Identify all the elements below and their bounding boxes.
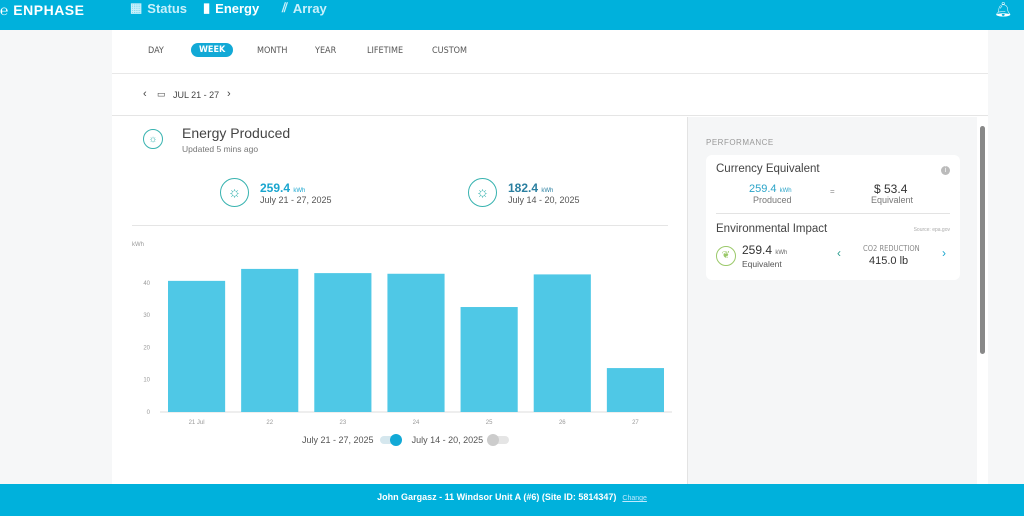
value: 259.4	[742, 243, 773, 257]
energy-bar-chart: kWh 0 10 20 30 40 21 Jul 22 23 24 25 26 27	[132, 242, 672, 426]
performance-panel: PERFORMANCE Currency Equivalent i 259.4 …	[687, 117, 977, 484]
bar-21-Jul	[168, 280, 226, 412]
legend: July 21 - 27, 2025 July 14 - 20, 2025	[302, 434, 510, 446]
tab-lifetime[interactable]: LIFETIME	[367, 46, 404, 56]
x-tick-label: 27	[632, 420, 639, 426]
tab-week[interactable]: WEEK	[191, 43, 234, 57]
scrollbar[interactable]	[980, 126, 985, 354]
legend-current: July 21 - 27, 2025	[302, 435, 374, 445]
chevron-left-icon[interactable]: ‹	[837, 246, 841, 260]
grid-icon: ▦	[130, 0, 143, 15]
sun-icon: ☼	[143, 129, 163, 149]
value: 259.4	[260, 181, 291, 195]
energy-section: ☼ Energy Produced Updated 5 mins ago ☼ 2…	[112, 117, 687, 484]
unit: kWh	[775, 250, 788, 256]
bar-22	[241, 268, 299, 412]
performance-card: Currency Equivalent i 259.4 kWh Produced…	[706, 155, 960, 280]
sun-icon: ☼	[468, 178, 497, 207]
metric-label: CO2 REDUCTION	[863, 244, 920, 253]
env-label: Equivalent	[742, 259, 782, 269]
date-range[interactable]: JUL 21 - 27	[173, 90, 220, 100]
updated-text: Updated 5 mins ago	[182, 144, 259, 154]
y-tick-label: 20	[143, 345, 150, 351]
toggle-previous[interactable]	[487, 434, 510, 446]
footer: John Gargasz - 11 Windsor Unit A (#6) (S…	[0, 484, 1024, 516]
logo-text: ENPHASE	[13, 2, 85, 18]
unit: kWh	[541, 188, 554, 194]
env-kwh: 259.4 kWh	[742, 243, 787, 257]
chevron-right-icon[interactable]: ›	[942, 246, 946, 260]
date-navigator: ‹ ▭ JUL 21 - 27 ›	[112, 74, 988, 116]
chevron-left-icon[interactable]: ‹	[143, 88, 147, 100]
chevron-right-icon[interactable]: ›	[227, 88, 231, 100]
tab-year[interactable]: YEAR	[315, 46, 337, 56]
tab-month[interactable]: MONTH	[257, 46, 288, 56]
calendar-icon[interactable]: ▭	[157, 89, 166, 99]
bar-27	[606, 368, 664, 412]
period-tabs: DAY WEEK MONTH YEAR LIFETIME CUSTOM	[112, 30, 988, 74]
x-tick-label: 24	[413, 420, 420, 426]
nav-energy[interactable]: ▮ Energy	[203, 0, 259, 16]
bell-icon[interactable]: 🔔︎	[994, 1, 1012, 17]
current-energy: 259.4 kWh	[260, 181, 305, 195]
legend-previous: July 14 - 20, 2025	[411, 435, 484, 445]
x-tick-label: 21 Jul	[189, 420, 205, 426]
toggle-current[interactable]	[379, 434, 402, 446]
change-link[interactable]: Change	[622, 495, 647, 502]
bar-chart-icon: ▮	[203, 0, 211, 15]
nav-label: Array	[292, 0, 327, 16]
currency-kwh: 259.4 kWh	[749, 183, 792, 195]
currency-title: Currency Equivalent	[716, 163, 820, 175]
source-text[interactable]: Source: epa.gov	[913, 227, 950, 233]
panels-icon: ⫽	[282, 0, 288, 15]
y-tick-label: 30	[143, 313, 150, 319]
unit: kWh	[779, 188, 792, 194]
performance-heading: PERFORMANCE	[706, 138, 774, 147]
previous-range: July 14 - 20, 2025	[508, 195, 580, 205]
produced-label: Produced	[753, 195, 792, 205]
y-tick-label: 40	[143, 281, 150, 287]
info-icon[interactable]: i	[941, 166, 950, 175]
y-tick-label: 10	[143, 378, 150, 384]
previous-energy: 182.4 kWh	[508, 181, 553, 195]
current-range: July 21 - 27, 2025	[260, 195, 332, 205]
main-panel: DAY WEEK MONTH YEAR LIFETIME CUSTOM ‹ ▭ …	[112, 30, 988, 484]
nav-label: Status	[147, 0, 188, 16]
x-tick-label: 25	[486, 420, 493, 426]
equals-sign: =	[830, 187, 835, 196]
tab-day[interactable]: DAY	[148, 46, 164, 56]
y-axis-label: kWh	[132, 242, 144, 248]
nav-array[interactable]: ⫽ Array	[282, 0, 327, 16]
x-tick-label: 26	[559, 420, 566, 426]
site-info: John Gargasz - 11 Windsor Unit A (#6) (S…	[377, 492, 617, 502]
energy-title: Energy Produced	[182, 125, 291, 141]
money-label: Equivalent	[871, 195, 914, 205]
unit: kWh	[293, 188, 306, 194]
enphase-logo[interactable]: ℮ ENPHASE	[0, 2, 85, 18]
x-tick-label: 23	[340, 420, 347, 426]
env-title: Environmental Impact	[716, 223, 828, 235]
bar-26	[533, 274, 591, 412]
bar-24	[387, 273, 445, 412]
y-tick-label: 0	[147, 410, 151, 416]
nav-label: Energy	[215, 0, 260, 16]
value: 259.4	[749, 183, 777, 195]
bar-23	[314, 273, 372, 412]
tab-custom[interactable]: CUSTOM	[432, 46, 468, 56]
value: 182.4	[508, 181, 539, 195]
nav-status[interactable]: ▦ Status	[130, 0, 187, 16]
leaf-icon: ❦	[716, 246, 736, 266]
bar-25	[460, 307, 518, 412]
divider	[132, 225, 668, 226]
x-tick-label: 22	[266, 420, 273, 426]
metric-value: 415.0 lb	[869, 255, 909, 267]
divider	[716, 213, 950, 214]
money-value: $ 53.4	[874, 182, 908, 196]
sun-icon: ☼	[220, 178, 249, 207]
top-bar: ℮ ENPHASE ▦ Status ▮ Energy ⫽ Array 🔔︎	[0, 0, 1024, 30]
